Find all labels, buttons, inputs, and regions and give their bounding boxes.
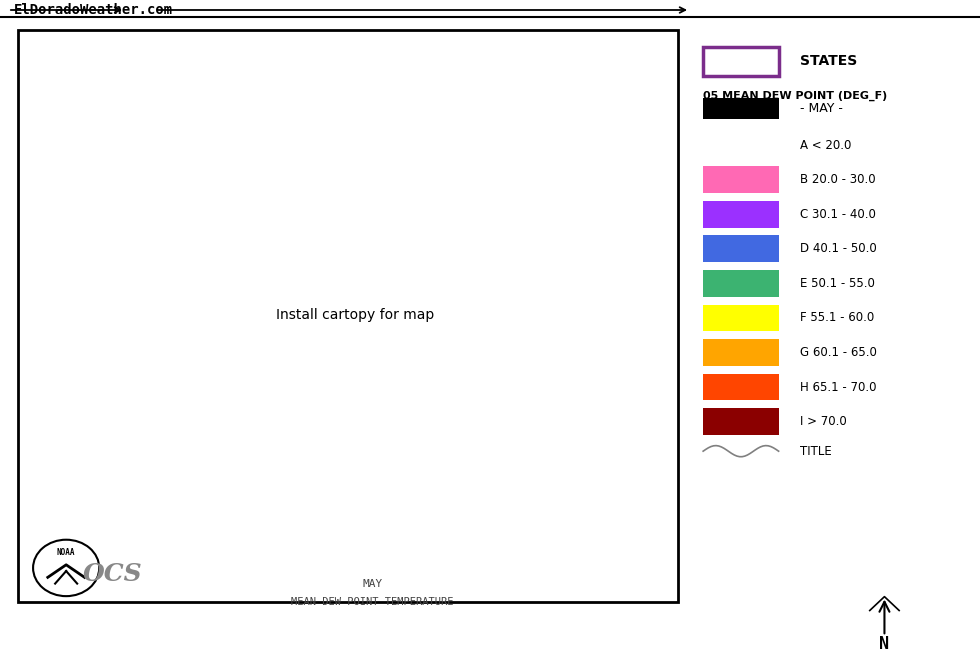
Bar: [704, 304, 778, 331]
Text: E 50.1 - 55.0: E 50.1 - 55.0: [800, 277, 875, 290]
Text: MEAN DEW POINT TEMPERATURE: MEAN DEW POINT TEMPERATURE: [291, 597, 454, 607]
Bar: [18, 30, 678, 602]
Text: N: N: [879, 635, 890, 653]
Text: A < 20.0: A < 20.0: [800, 139, 852, 152]
Bar: [704, 201, 778, 228]
Bar: [704, 236, 778, 262]
Text: D 40.1 - 50.0: D 40.1 - 50.0: [800, 242, 877, 255]
Text: G 60.1 - 65.0: G 60.1 - 65.0: [800, 346, 877, 359]
Text: B 20.0 - 30.0: B 20.0 - 30.0: [800, 173, 876, 186]
Text: ElDoradoWeather.com: ElDoradoWeather.com: [14, 3, 173, 17]
Text: F 55.1 - 60.0: F 55.1 - 60.0: [800, 312, 874, 325]
Bar: [704, 98, 778, 119]
Text: MAY: MAY: [363, 579, 382, 589]
Text: NOAA: NOAA: [57, 548, 75, 557]
Text: Install cartopy for map: Install cartopy for map: [275, 308, 434, 322]
Bar: [704, 374, 778, 401]
Text: I > 70.0: I > 70.0: [800, 415, 847, 428]
Text: 05 MEAN DEW POINT (DEG_F): 05 MEAN DEW POINT (DEG_F): [704, 90, 888, 100]
Bar: [704, 47, 778, 76]
Text: TITLE: TITLE: [800, 445, 832, 457]
Text: H 65.1 - 70.0: H 65.1 - 70.0: [800, 381, 877, 393]
Bar: [704, 270, 778, 297]
Bar: [704, 409, 778, 435]
Text: C 30.1 - 40.0: C 30.1 - 40.0: [800, 208, 876, 220]
Bar: [704, 339, 778, 366]
Bar: [704, 166, 778, 193]
Text: - MAY -: - MAY -: [800, 102, 843, 115]
Text: STATES: STATES: [800, 54, 858, 69]
Text: OCS: OCS: [83, 562, 142, 586]
